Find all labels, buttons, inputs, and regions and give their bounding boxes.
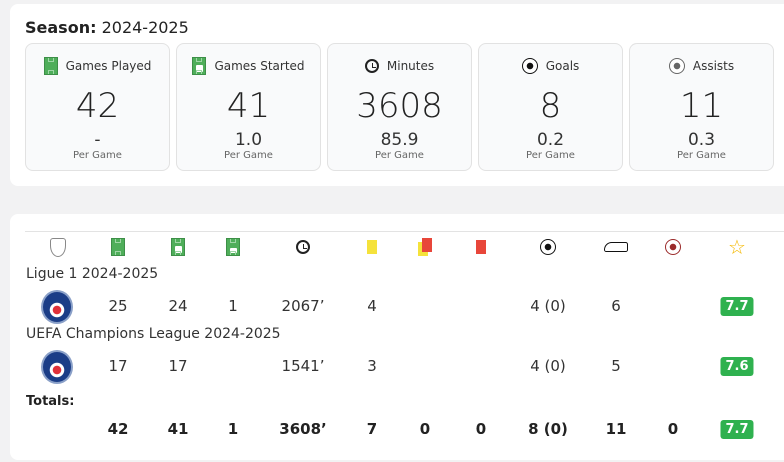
card-title: Games Played [65, 59, 152, 73]
total-cell: 11 [605, 420, 627, 438]
total-rating-badge: 7.7 [720, 420, 754, 439]
stat-card-games-played: Games Played 42 - Per Game [25, 43, 170, 171]
total-cell: 3608’ [279, 420, 327, 438]
rating-star-icon: ☆ [728, 235, 746, 259]
per-game-label: Per Game [677, 150, 726, 161]
rating-badge: 7.7 [720, 297, 754, 316]
stat-cell: 4 [367, 297, 377, 315]
stat-cell: 4 (0) [530, 297, 566, 315]
stat-cell: 2067’ [281, 297, 325, 315]
stat-cell: 24 [168, 297, 188, 315]
ball-grey-icon [668, 58, 685, 74]
total-cell: 8 (0) [528, 420, 568, 438]
rating-badge: 7.6 [720, 357, 754, 376]
yellow-card-icon [367, 236, 377, 258]
competition-name: UEFA Champions League 2024-2025 [26, 326, 281, 342]
total-cell: 42 [107, 420, 129, 438]
goals-icon [540, 236, 556, 258]
card-value: 41 [226, 86, 271, 126]
totals-label: Totals: [26, 394, 75, 409]
card-per-game: - [94, 130, 101, 150]
stat-card-assists: Assists 11 0.3 Per Game [629, 43, 774, 171]
pitch-shirt-icon [192, 57, 207, 75]
stat-cell: 3 [367, 357, 377, 375]
card-per-game: 0.2 [536, 130, 565, 150]
competition-name: Ligue 1 2024-2025 [26, 266, 159, 282]
substitution-icon [226, 236, 240, 258]
card-value: 11 [679, 86, 724, 126]
stat-cell: 1 [228, 297, 238, 315]
stat-cell: 25 [108, 297, 128, 315]
season-title: Season: 2024-2025 [25, 18, 189, 37]
stat-cell: 5 [611, 357, 621, 375]
stat-card-goals: Goals 8 0.2 Per Game [478, 43, 623, 171]
per-game-label: Per Game [224, 150, 273, 161]
red-card-icon [476, 236, 486, 258]
team-logo[interactable] [41, 290, 73, 324]
card-per-game: 85.9 [380, 130, 419, 150]
competition-stats-table: ☆ Ligue 1 2024-2025 25 24 1 2067’ 4 4 (0) 6 7.7 U… [10, 214, 784, 460]
total-cell: 0 [475, 420, 487, 438]
card-per-game: 1.0 [234, 130, 263, 150]
card-title: Minutes [386, 59, 435, 73]
stat-cell: 1541’ [281, 357, 325, 375]
pitch-icon [43, 57, 58, 75]
total-cell: 41 [167, 420, 189, 438]
card-title: Goals [545, 59, 580, 73]
games-played-icon [111, 236, 125, 258]
total-cell: 1 [227, 420, 239, 438]
own-goal-icon [665, 236, 681, 258]
per-game-label: Per Game [73, 150, 122, 161]
card-value: 3608 [356, 86, 443, 126]
card-title: Games Started [214, 59, 305, 73]
total-cell: 0 [667, 420, 679, 438]
per-game-label: Per Game [375, 150, 424, 161]
second-yellow-icon [418, 236, 432, 258]
minutes-icon [296, 236, 310, 258]
card-value: 8 [539, 86, 562, 126]
total-cell: 7 [366, 420, 378, 438]
divider [25, 231, 784, 232]
assists-boot-icon [604, 236, 628, 258]
stat-cell: 6 [611, 297, 621, 315]
stat-card-games-started: Games Started 41 1.0 Per Game [176, 43, 321, 171]
ball-icon [521, 58, 538, 74]
shield-icon [50, 236, 66, 258]
stat-cell: 17 [108, 357, 128, 375]
card-title: Assists [692, 59, 735, 73]
season-summary-panel: Season: 2024-2025 Games Played 42 - Per … [10, 4, 784, 186]
stat-card-minutes: Minutes 3608 85.9 Per Game [327, 43, 472, 171]
per-game-label: Per Game [526, 150, 575, 161]
card-per-game: 0.3 [687, 130, 716, 150]
watch-icon [364, 59, 379, 73]
total-cell: 0 [419, 420, 431, 438]
team-logo[interactable] [41, 350, 73, 384]
card-value: 42 [75, 86, 120, 126]
stat-cell: 17 [168, 357, 188, 375]
stat-cell: 4 (0) [530, 357, 566, 375]
games-started-icon [171, 236, 185, 258]
